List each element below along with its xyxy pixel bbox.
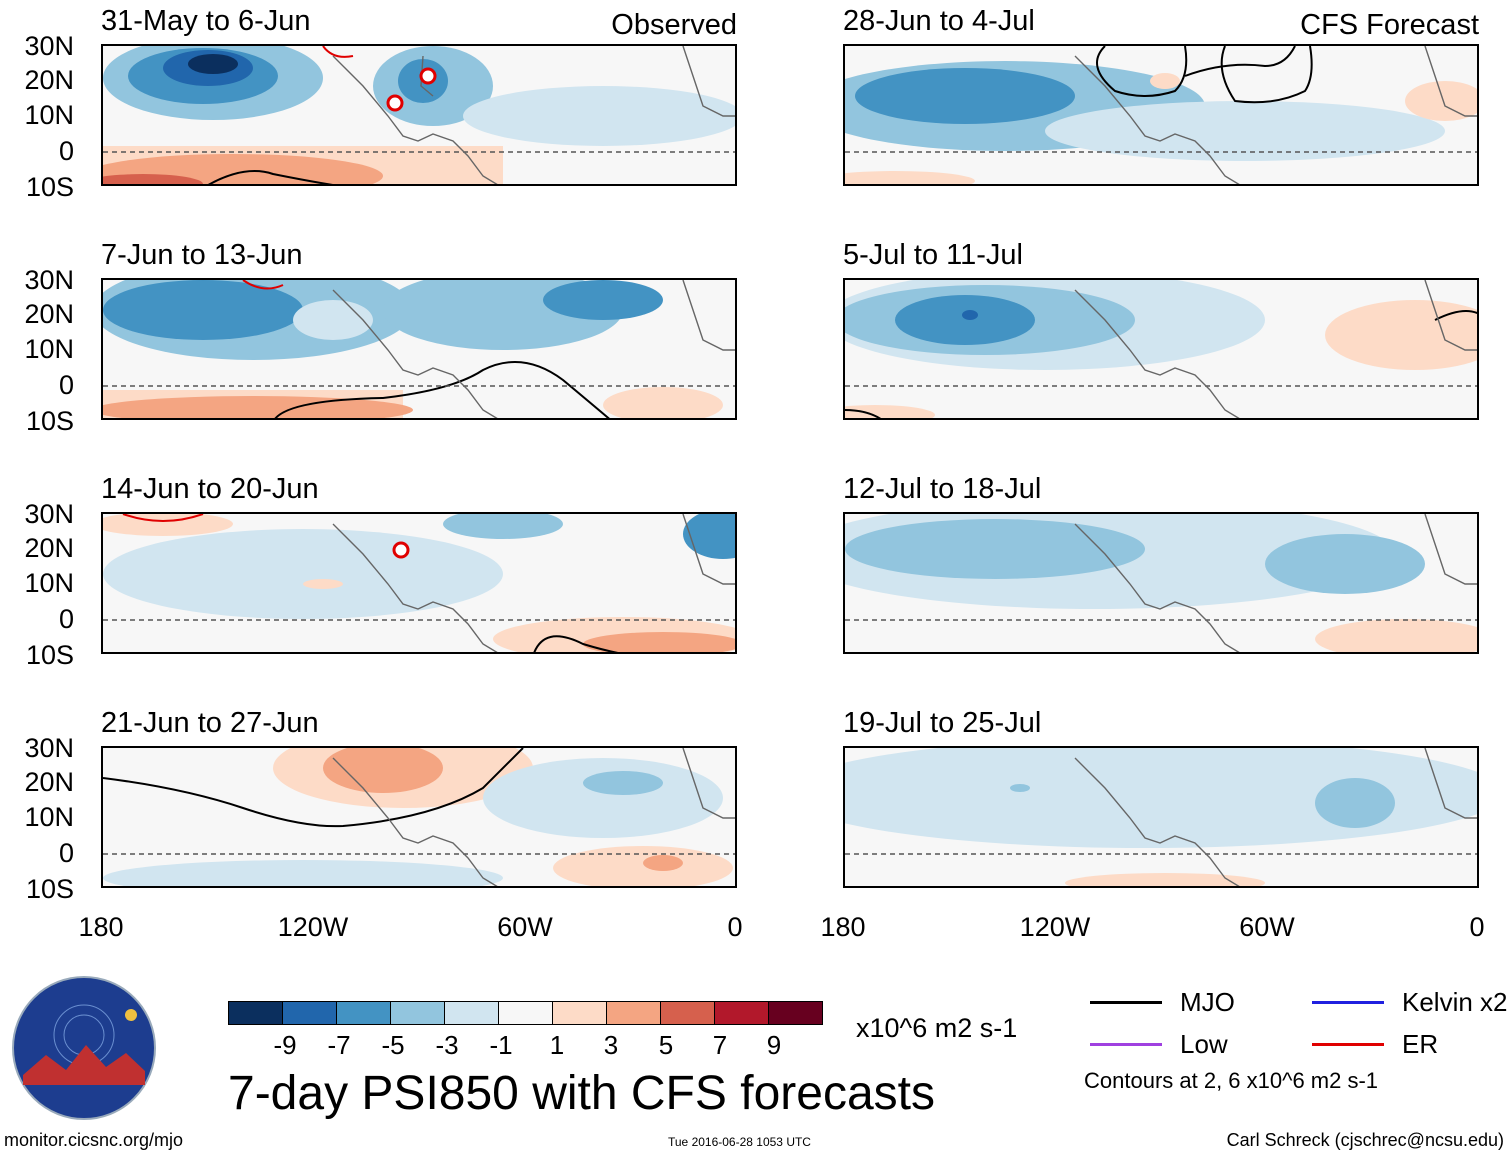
colorbar-swatch — [282, 1001, 337, 1025]
footer-site: monitor.cicsnc.org/mjo — [4, 1130, 184, 1150]
legend-line — [1312, 1043, 1384, 1046]
panel-period: 31-May to 6-Jun — [101, 5, 311, 37]
panel-observed-4: 21-Jun to 27-Jun — [101, 706, 737, 940]
colorbar-tick: -1 — [489, 1030, 513, 1060]
lon-label: 60W — [497, 912, 553, 942]
legend-line — [1312, 1001, 1384, 1004]
colorbar-tick: -3 — [435, 1030, 459, 1060]
lat-label: 20N — [24, 65, 74, 95]
map — [101, 278, 737, 420]
lat-label: 30N — [24, 265, 74, 295]
colorbar-tick: 7 — [712, 1030, 728, 1060]
footer-author: Carl Schreck (cjschrec@ncsu.edu) — [1226, 1130, 1504, 1150]
colorbar-swatch — [606, 1001, 661, 1025]
colorbar-swatch — [228, 1001, 283, 1025]
map — [843, 44, 1479, 186]
lon-label: 60W — [1239, 912, 1295, 942]
panel-period: 7-Jun to 13-Jun — [101, 239, 303, 271]
panel-period: 21-Jun to 27-Jun — [101, 707, 319, 739]
lat-label: 10S — [25, 406, 74, 436]
lat-label: 20N — [24, 533, 74, 563]
map — [843, 746, 1479, 888]
colorbar-tick: 9 — [766, 1030, 782, 1060]
cics-logo — [11, 975, 157, 1121]
lon-label: 180 — [820, 912, 866, 942]
panel-observed-2: 7-Jun to 13-Jun — [101, 238, 737, 472]
forecast-label: CFS Forecast — [1300, 9, 1479, 41]
contour-note: Contours at 2, 6 x10^6 m2 s-1 — [1084, 1068, 1379, 1093]
storm-marker — [419, 67, 437, 85]
colorbar-swatch — [390, 1001, 445, 1025]
colorbar-swatch — [714, 1001, 769, 1025]
panel-forecast-1: 28-Jun to 4-Jul CFS Forecast — [843, 4, 1479, 238]
panel-forecast-4: 19-Jul to 25-Jul — [843, 706, 1479, 940]
lat-label: 10N — [24, 802, 74, 832]
lat-label: 0 — [58, 838, 74, 868]
colorbar-swatch — [336, 1001, 391, 1025]
map — [101, 746, 737, 888]
panel-period: 19-Jul to 25-Jul — [843, 707, 1042, 739]
legend-line — [1090, 1043, 1162, 1046]
legend-label: Kelvin x2 — [1402, 987, 1508, 1017]
colorbar-tick: 3 — [603, 1030, 619, 1060]
panel-forecast-3: 12-Jul to 18-Jul — [843, 472, 1479, 706]
lat-label: 20N — [24, 299, 74, 329]
panel-period: 14-Jun to 20-Jun — [101, 473, 319, 505]
colorbar-tick: -7 — [327, 1030, 351, 1060]
lat-label: 20N — [24, 767, 74, 797]
lat-label: 10N — [24, 334, 74, 364]
panel-observed-1: 31-May to 6-Jun Observed — [101, 4, 737, 238]
lat-label: 10N — [24, 568, 74, 598]
colorbar-swatch — [660, 1001, 715, 1025]
map — [101, 44, 737, 186]
storm-marker — [386, 94, 404, 112]
colorbar-units: x10^6 m2 s-1 — [856, 1013, 1018, 1043]
figure-title: 7-day PSI850 with CFS forecasts — [228, 1067, 935, 1120]
lat-label: 30N — [24, 733, 74, 763]
panel-forecast-2: 5-Jul to 11-Jul — [843, 238, 1479, 472]
map — [101, 512, 737, 654]
colorbar-tick: 1 — [549, 1030, 565, 1060]
map — [843, 278, 1479, 420]
lon-label: 180 — [78, 912, 124, 942]
lon-label: 120W — [1019, 912, 1091, 942]
lat-label: 10S — [25, 172, 74, 202]
lat-label: 0 — [58, 604, 74, 634]
lat-label: 10S — [25, 640, 74, 670]
legend-label: MJO — [1180, 987, 1235, 1017]
colorbar-swatch — [444, 1001, 499, 1025]
lat-label: 0 — [58, 370, 74, 400]
legend-line — [1090, 1001, 1162, 1004]
lat-label: 30N — [24, 499, 74, 529]
panel-period: 28-Jun to 4-Jul — [843, 5, 1035, 37]
legend-kelvin: Kelvin x2 — [1312, 987, 1508, 1018]
lat-label: 10N — [24, 100, 74, 130]
colorbar-tick: 5 — [658, 1030, 674, 1060]
lat-label: 30N — [24, 31, 74, 61]
lon-label: 0 — [1469, 912, 1485, 942]
map — [843, 512, 1479, 654]
legend-low: Low — [1090, 1029, 1228, 1060]
colorbar-swatch — [768, 1001, 823, 1025]
lat-label: 0 — [58, 136, 74, 166]
colorbar-tick: -5 — [381, 1030, 405, 1060]
footer-timestamp: Tue 2016-06-28 1053 UTC — [668, 1135, 811, 1149]
colorbar-swatch — [498, 1001, 553, 1025]
observed-label: Observed — [611, 9, 737, 41]
lat-label: 10S — [25, 874, 74, 904]
panel-observed-3: 14-Jun to 20-Jun — [101, 472, 737, 706]
storm-marker — [392, 541, 410, 559]
legend-mjo: MJO — [1090, 987, 1235, 1018]
legend-label: ER — [1402, 1029, 1439, 1059]
colorbar-tick: -9 — [273, 1030, 297, 1060]
panel-period: 12-Jul to 18-Jul — [843, 473, 1042, 505]
legend-label: Low — [1180, 1029, 1228, 1059]
colorbar — [228, 1001, 823, 1025]
legend-er: ER — [1312, 1029, 1438, 1060]
panel-period: 5-Jul to 11-Jul — [843, 239, 1023, 271]
colorbar-swatch — [552, 1001, 607, 1025]
lon-label: 120W — [277, 912, 349, 942]
lon-label: 0 — [727, 912, 743, 942]
